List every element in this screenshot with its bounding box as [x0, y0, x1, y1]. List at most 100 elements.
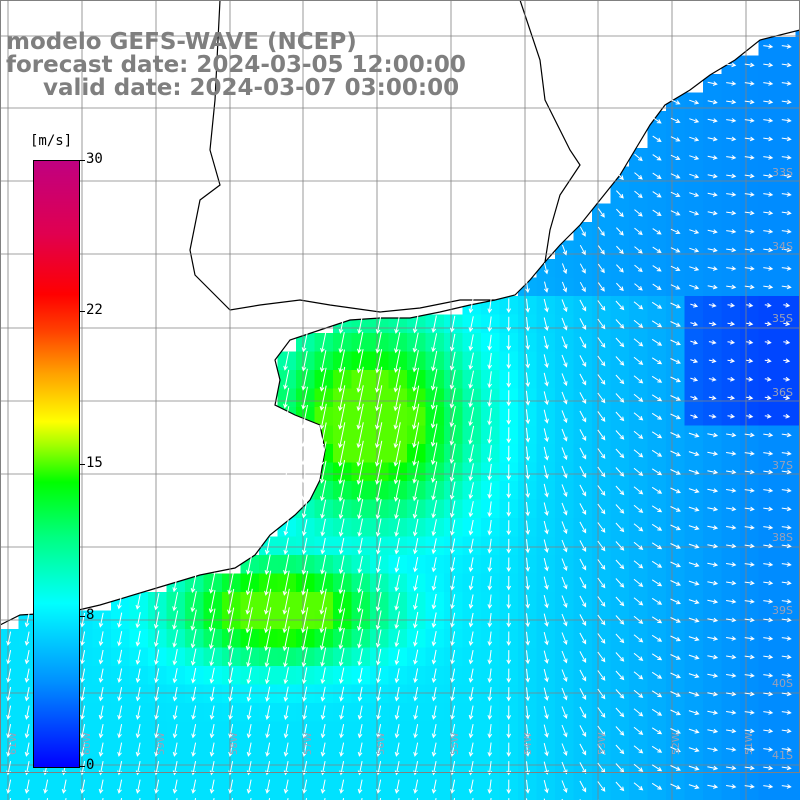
speed-cell [795, 277, 800, 297]
wind-arrow [708, 377, 717, 382]
wind-arrow [412, 441, 420, 467]
wind-arrow [783, 376, 791, 382]
wind-arrow [431, 350, 438, 372]
wind-arrow [651, 486, 663, 494]
speed-cell [703, 795, 722, 800]
wind-arrow [487, 538, 493, 554]
wind-arrow [394, 724, 400, 739]
wind-arrow [283, 500, 289, 518]
wind-arrow [468, 538, 474, 554]
wind-arrow [634, 172, 643, 180]
wind-arrow [727, 321, 736, 327]
lon-label: 51W [744, 732, 755, 755]
wind-arrow [319, 385, 327, 411]
wind-arrow [561, 391, 568, 405]
wind-arrow [781, 118, 792, 123]
wind-arrow [707, 155, 718, 160]
wind-arrow [688, 728, 700, 734]
river-boundary [189, 0, 495, 313]
wind-arrow [561, 576, 568, 590]
wind-arrow [579, 762, 587, 775]
wind-arrow [153, 611, 160, 629]
wind-arrow [246, 779, 252, 794]
wind-arrow [393, 403, 401, 430]
wind-arrow [375, 591, 382, 612]
wind-arrow [338, 555, 345, 575]
wind-arrow [781, 599, 792, 604]
wind-arrow [615, 559, 625, 570]
wind-arrow [783, 302, 791, 308]
wind-arrow [615, 467, 625, 477]
wind-arrow [579, 540, 587, 553]
wind-arrow [431, 687, 437, 702]
wind-arrow [670, 469, 681, 475]
wind-arrow [727, 395, 736, 401]
lon-label: 53W [597, 732, 608, 755]
wind-arrow [506, 742, 512, 757]
wind-arrow [633, 615, 644, 624]
wind-arrow [726, 488, 737, 493]
speed-cell [684, 795, 704, 800]
wind-arrow [172, 686, 178, 702]
wind-arrow [525, 687, 530, 702]
lat-label: 33S [772, 166, 793, 179]
wind-arrow [506, 371, 512, 388]
wind-arrow [357, 314, 364, 335]
wind-arrow [525, 317, 530, 332]
wind-arrow [670, 284, 681, 290]
wind-arrow [763, 654, 774, 660]
wind-arrow [543, 354, 549, 369]
wind-arrow [301, 461, 308, 483]
wind-arrow [356, 422, 364, 449]
wind-arrow [726, 506, 737, 512]
wind-arrow [468, 705, 474, 720]
wind-arrow [688, 506, 700, 512]
wind-arrow [375, 403, 383, 430]
wind-arrow [246, 647, 253, 668]
wind-arrow [634, 246, 643, 254]
wind-arrow [633, 671, 644, 680]
wind-arrow [579, 503, 587, 516]
wind-arrow [301, 368, 308, 391]
wind-arrow [449, 406, 456, 428]
wind-arrow [707, 210, 718, 216]
wind-arrow [449, 351, 456, 371]
wind-arrow [543, 391, 549, 406]
speed-cell [592, 795, 611, 800]
wind-arrow [689, 192, 700, 197]
wind-arrow [375, 629, 382, 648]
lat-label: 34S [772, 240, 793, 253]
wind-arrow [376, 648, 382, 666]
wind-arrow [561, 502, 568, 516]
wind-arrow [763, 710, 774, 715]
wind-arrow [726, 99, 737, 105]
wind-arrow [209, 628, 216, 650]
wind-arrow [781, 451, 792, 456]
wind-arrow [506, 557, 512, 573]
wind-arrow [543, 539, 549, 554]
wind-arrow [449, 387, 456, 409]
wind-arrow [633, 319, 644, 328]
wind-arrow [506, 538, 512, 554]
wind-arrow [394, 649, 400, 666]
wind-arrow [763, 599, 774, 604]
speed-cell [240, 795, 260, 800]
speed-cell [129, 795, 149, 800]
wind-arrow [707, 136, 718, 142]
wind-arrow [688, 432, 700, 438]
wind-arrow [6, 705, 12, 720]
wind-arrow [265, 742, 271, 757]
wind-arrow [688, 580, 700, 586]
wind-arrow [744, 543, 755, 549]
wind-arrow [468, 724, 474, 739]
wind-arrow [191, 686, 197, 702]
wind-arrow [376, 724, 382, 739]
wind-arrow [781, 99, 792, 105]
colorbar-tick-mark [79, 160, 85, 161]
wind-arrow [764, 376, 772, 382]
wind-arrow [781, 506, 792, 512]
wind-arrow [135, 593, 141, 610]
wind-arrow [763, 543, 774, 549]
wind-arrow [487, 575, 493, 591]
wind-arrow [24, 687, 30, 702]
